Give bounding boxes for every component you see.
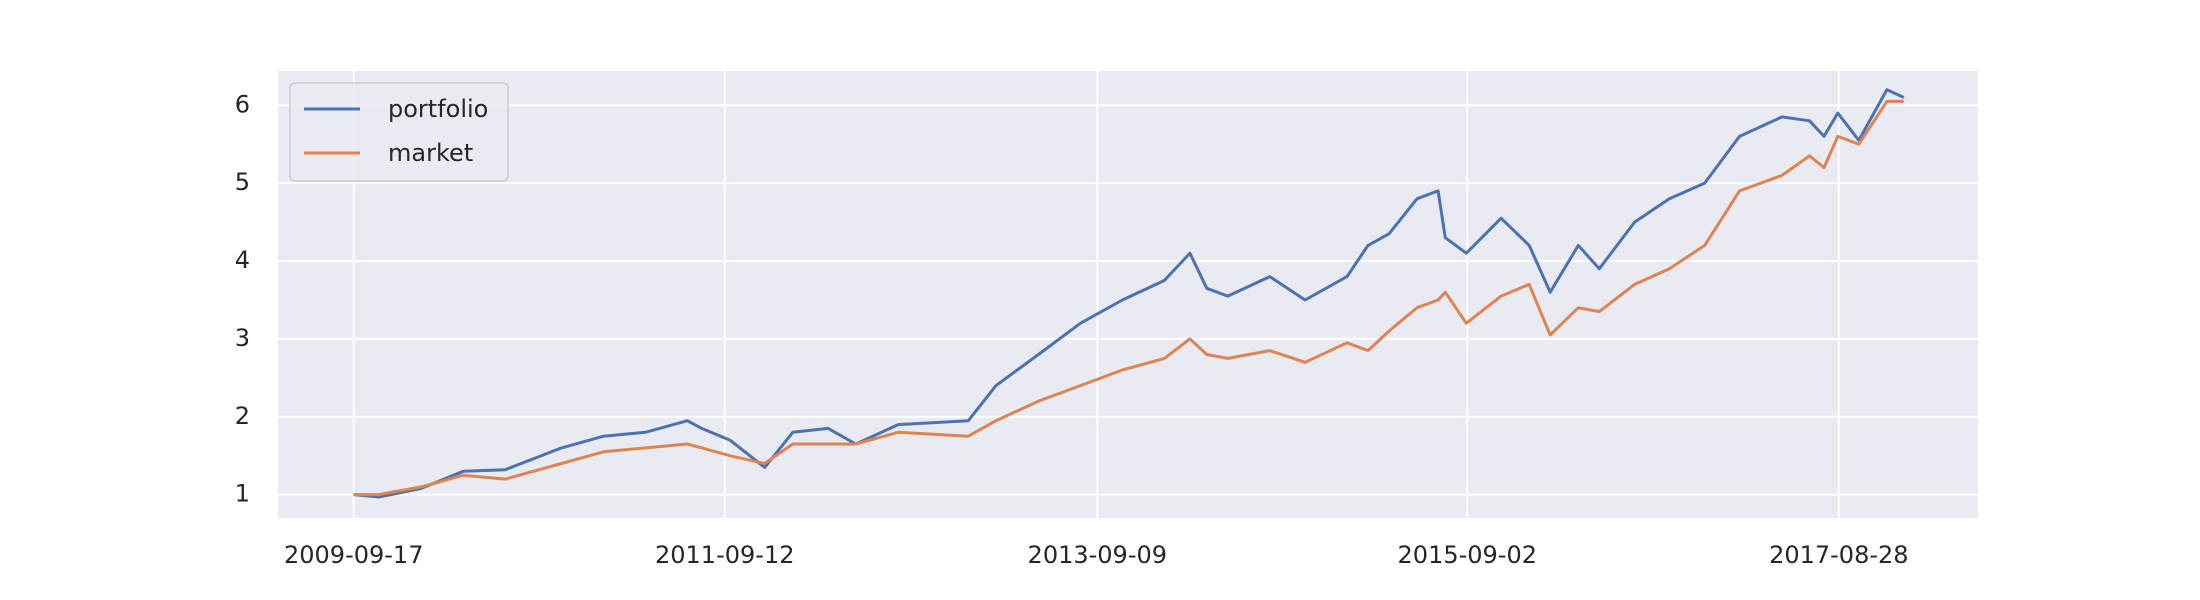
legend-label: portfolio xyxy=(388,95,488,123)
y-tick-label: 1 xyxy=(235,480,250,508)
series-line xyxy=(353,99,1904,497)
x-tick-label: 2009-09-17 xyxy=(284,541,423,569)
legend: portfolio market xyxy=(289,82,509,182)
y-tick-label: 3 xyxy=(235,324,250,352)
x-tick-label: 2013-09-09 xyxy=(1028,541,1167,569)
x-tick-label: 2017-08-28 xyxy=(1769,541,1908,569)
x-tick-label: 2011-09-12 xyxy=(655,541,794,569)
plot-area xyxy=(278,71,1978,518)
legend-label: market xyxy=(388,139,473,167)
y-tick-label: 5 xyxy=(235,168,250,196)
x-tick-label: 2015-09-02 xyxy=(1398,541,1537,569)
y-tick-label: 2 xyxy=(235,402,250,430)
y-tick-label: 6 xyxy=(235,90,250,118)
y-tick-label: 4 xyxy=(235,246,250,274)
series-line xyxy=(353,88,1905,499)
